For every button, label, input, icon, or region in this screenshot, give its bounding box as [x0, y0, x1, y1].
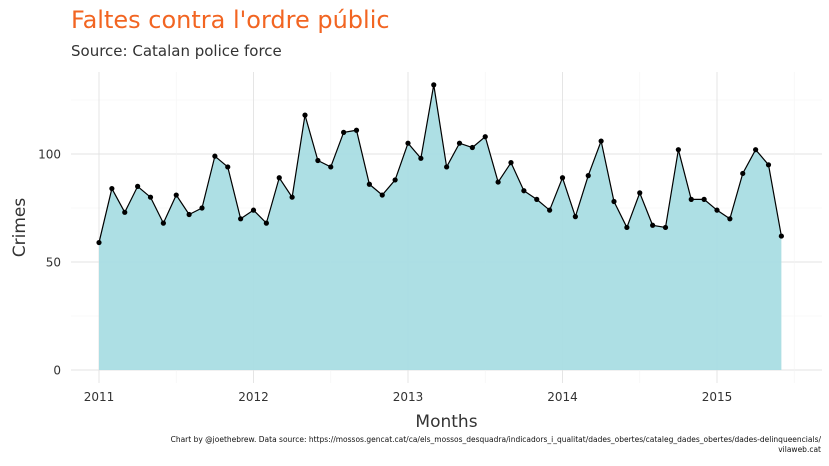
- data-point-2014-03: [585, 173, 591, 179]
- data-point-2014-06: [624, 224, 630, 231]
- data-point-2012-12: [392, 177, 398, 183]
- data-point-2012-08: [341, 129, 347, 135]
- data-point-2012-02: [263, 220, 269, 226]
- data-point-2014-02: [572, 214, 578, 220]
- data-point-2013-04: [444, 164, 450, 170]
- data-point-2011-08: [186, 211, 192, 218]
- data-point-2015-02: [727, 216, 733, 222]
- data-point-2011-12: [238, 216, 244, 222]
- caption-site: vilaweb.cat: [778, 445, 821, 454]
- data-point-2014-09: [662, 224, 669, 231]
- chart-subtitle: Source: Catalan police force: [71, 42, 282, 60]
- data-point-2011-06: [160, 220, 166, 226]
- y-axis-ticks: 0 50 100: [38, 148, 61, 378]
- x-tick-label: 2013: [393, 390, 424, 404]
- data-point-2012-11: [379, 192, 385, 198]
- data-point-2014-08: [650, 222, 656, 228]
- data-point-2011-02: [109, 185, 115, 192]
- data-point-2012-05: [302, 112, 308, 118]
- data-point-2013-02: [418, 155, 424, 161]
- series-line: [98, 84, 782, 243]
- data-point-2015-03: [740, 170, 746, 177]
- caption-source: Chart by @joethebrew. Data source: https…: [170, 435, 821, 444]
- y-axis-label: Crimes: [10, 198, 30, 258]
- x-tick-label: 2011: [84, 390, 115, 404]
- data-point-2013-11: [534, 196, 540, 202]
- data-point-2015-05: [765, 162, 772, 168]
- data-point-2015-01: [714, 207, 720, 213]
- y-tick-label: 100: [38, 148, 61, 162]
- data-point-2013-05: [456, 140, 463, 146]
- data-point-2013-12: [547, 207, 553, 213]
- data-point-2012-09: [353, 127, 360, 133]
- data-point-2014-12: [701, 196, 707, 202]
- data-point-2011-01: [96, 239, 102, 246]
- y-tick-label: 50: [46, 256, 61, 270]
- x-tick-label: 2012: [238, 390, 269, 404]
- data-point-2012-04: [289, 194, 295, 200]
- data-point-2014-01: [559, 175, 566, 181]
- x-tick-label: 2015: [702, 390, 733, 404]
- data-point-2012-10: [366, 181, 372, 187]
- data-point-2011-11: [225, 164, 231, 170]
- data-point-2011-07: [173, 192, 179, 198]
- data-point-2011-05: [147, 194, 154, 200]
- data-point-2013-09: [508, 160, 514, 166]
- data-point-2014-07: [637, 190, 643, 196]
- data-point-2011-03: [122, 209, 128, 215]
- y-tick-label: 0: [53, 364, 61, 378]
- data-point-2013-03: [431, 82, 437, 88]
- chart-caption: Chart by @joethebrew. Data source: https…: [61, 435, 821, 455]
- x-axis-ticks: 2011 2012 2013 2014 2015: [84, 390, 733, 404]
- data-point-2013-08: [495, 179, 501, 185]
- data-point-2014-11: [688, 196, 694, 202]
- chart-title: Faltes contra l'ordre públic: [71, 6, 390, 34]
- data-point-2013-01: [405, 140, 411, 146]
- data-point-2012-01: [250, 207, 257, 213]
- data-point-2012-06: [315, 157, 321, 164]
- data-point-2011-10: [212, 153, 218, 159]
- x-tick-label: 2014: [547, 390, 578, 404]
- data-point-2014-05: [611, 198, 617, 205]
- data-point-2012-03: [276, 175, 282, 181]
- series-area: [99, 84, 782, 370]
- series-points: [96, 82, 784, 246]
- data-point-2014-10: [675, 147, 681, 153]
- data-point-2013-10: [521, 188, 527, 194]
- data-point-2011-09: [199, 205, 205, 211]
- data-point-2012-07: [328, 164, 334, 170]
- x-axis-label: Months: [415, 412, 477, 432]
- data-point-2011-04: [135, 183, 141, 189]
- data-point-2013-06: [469, 144, 475, 151]
- data-point-2015-06: [778, 233, 784, 239]
- data-point-2015-04: [753, 147, 759, 153]
- data-point-2013-07: [482, 134, 488, 140]
- data-point-2014-04: [598, 138, 604, 144]
